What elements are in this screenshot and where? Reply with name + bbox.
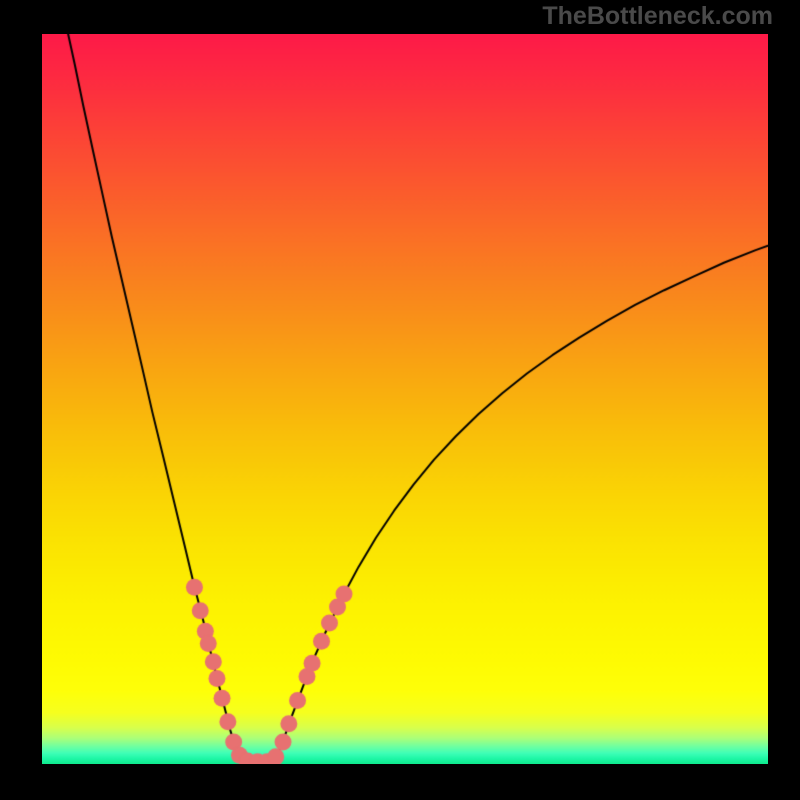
plot-area — [42, 34, 768, 764]
curve-layer — [42, 34, 768, 764]
watermark-text: TheBottleneck.com — [542, 2, 773, 31]
image-root: TheBottleneck.com — [0, 0, 800, 800]
